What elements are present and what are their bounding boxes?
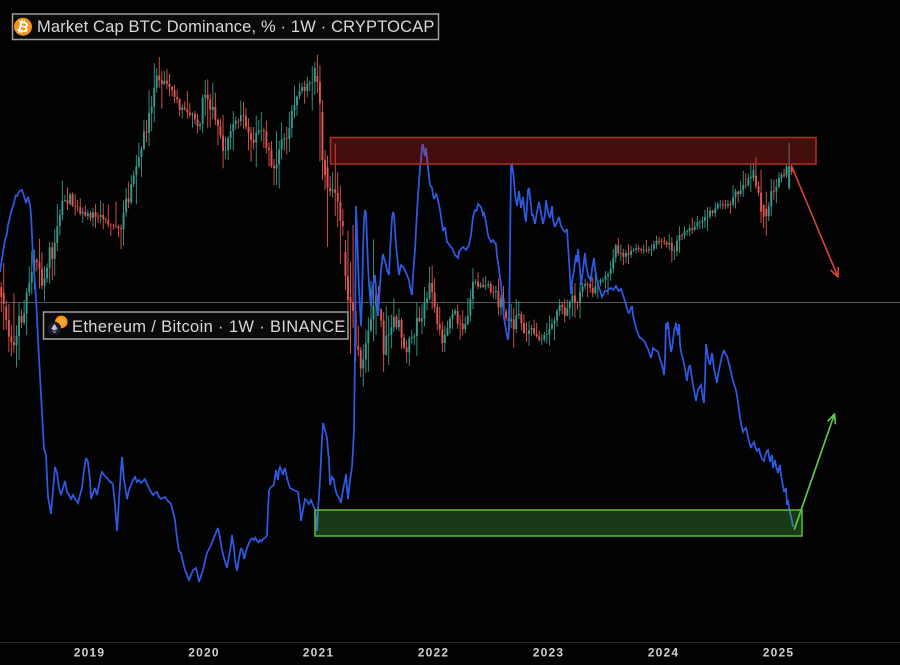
- svg-text:2022: 2022: [418, 646, 450, 660]
- svg-text:2024: 2024: [648, 646, 680, 660]
- svg-text:2023: 2023: [533, 646, 565, 660]
- svg-text:Market Cap BTC Dominance, % ·: Market Cap BTC Dominance, % · 1W · CRYPT…: [37, 18, 435, 36]
- svg-text:2019: 2019: [74, 646, 106, 660]
- svg-text:2021: 2021: [303, 646, 335, 660]
- svg-text:2020: 2020: [188, 646, 220, 660]
- svg-text:Ethereum / Bitcoin · 1W · BINA: Ethereum / Bitcoin · 1W · BINANCE: [72, 318, 346, 336]
- svg-text:2025: 2025: [763, 646, 795, 660]
- svg-text:₿: ₿: [15, 18, 31, 36]
